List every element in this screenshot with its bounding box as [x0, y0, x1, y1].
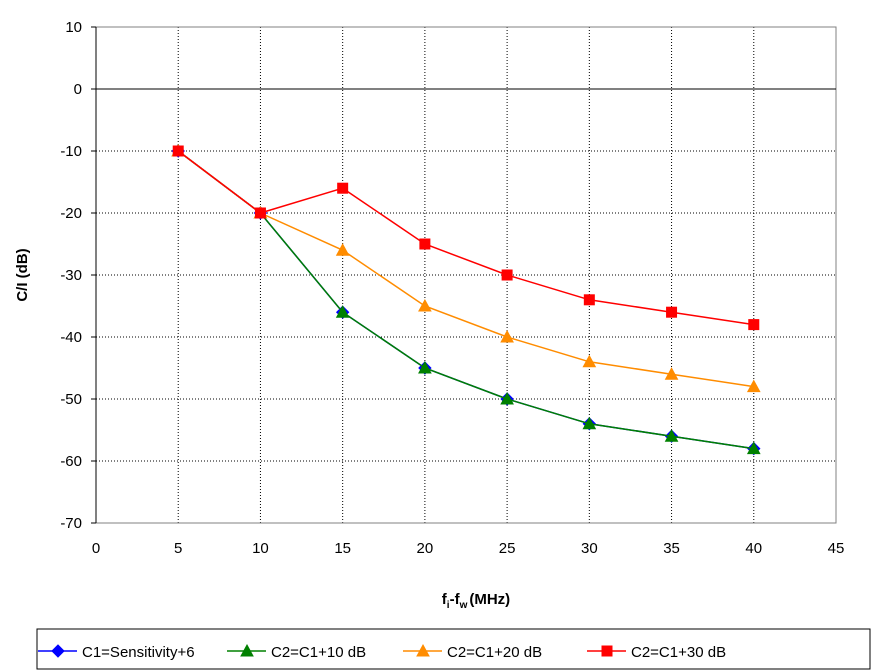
x-tick-label: 15 — [334, 540, 351, 557]
series-3-point — [664, 367, 679, 380]
x-tick-label: 10 — [252, 540, 269, 557]
x-tick-label: 25 — [499, 540, 516, 557]
legend-swatch-marker — [601, 645, 613, 657]
x-axis-title-base: f — [442, 591, 448, 608]
x-tick-label: 0 — [92, 540, 100, 557]
series-3-line — [177, 150, 754, 388]
y-tick-label: -50 — [60, 391, 82, 408]
y-tick-label: -60 — [60, 453, 82, 470]
series-3-point — [582, 354, 597, 368]
series-3-point — [500, 329, 514, 343]
x-tick-label: 30 — [581, 540, 598, 557]
series-2-point — [664, 429, 679, 442]
legend-swatch-marker — [51, 644, 65, 658]
legend-item-2: C2=C1+10 dB — [227, 643, 366, 661]
legend-label: C2=C1+10 dB — [271, 644, 366, 661]
series-4-point — [419, 238, 431, 250]
legend-item-3: C2=C1+20 dB — [403, 643, 542, 661]
y-tick-label: 0 — [74, 81, 82, 98]
series-4-line — [177, 150, 754, 326]
grid — [96, 27, 836, 523]
legend-item-4: C2=C1+30 dB — [587, 644, 726, 661]
series-2-point — [500, 391, 514, 405]
axes — [91, 26, 836, 524]
legend-swatch-marker — [416, 643, 430, 657]
legend-item-1: C1=Sensitivity+6 — [38, 644, 195, 661]
series-4-point — [337, 182, 349, 194]
series-1-line — [177, 150, 754, 450]
y-tick-label: -10 — [60, 143, 82, 160]
x-tick-label: 5 — [174, 540, 182, 557]
legend: C1=Sensitivity+6 C2=C1+10 dB C2=C1+20 dB C2… — [36, 628, 871, 670]
y-tick-label: 10 — [65, 19, 82, 36]
series-3-point — [418, 298, 432, 312]
legend-label: C2=C1+30 dB — [631, 644, 726, 661]
x-axis-title-sub1: i — [447, 600, 450, 611]
series-3-point — [335, 243, 350, 256]
series-2-point — [746, 441, 761, 455]
x-tick-label: 40 — [745, 540, 762, 557]
y-tick-label: -70 — [60, 515, 82, 532]
series-4-point — [172, 145, 184, 157]
x-tick-label: 20 — [417, 540, 434, 557]
series-4-point — [748, 319, 760, 331]
tick-labels: 0 5 10 15 20 25 30 35 40 45 10 0 -10 -20 -30 -40 -50 -60 -… — [60, 19, 844, 557]
x-axis-title-sub2: w — [459, 600, 468, 611]
x-axis-title-mid: -f — [450, 591, 461, 608]
series-2-point — [582, 416, 597, 430]
series-4-point — [254, 207, 266, 219]
x-axis-title-unit: (MHz) — [469, 591, 510, 608]
x-tick-label: 45 — [828, 540, 845, 557]
series-4-point — [501, 269, 513, 281]
series-2-point — [335, 305, 350, 318]
series-4-point — [583, 294, 595, 306]
legend-label: C2=C1+20 dB — [447, 644, 542, 661]
y-tick-label: -20 — [60, 205, 82, 222]
y-tick-label: -30 — [60, 267, 82, 284]
series-2 — [171, 143, 761, 455]
series-4 — [172, 145, 760, 331]
series-2-point — [418, 360, 432, 374]
y-tick-label: -40 — [60, 329, 82, 346]
y-axis-title: C/I (dB) — [14, 248, 31, 301]
x-tick-label: 35 — [663, 540, 680, 557]
legend-box — [36, 628, 871, 670]
x-axis-title: fi-fw (MHz) — [442, 591, 510, 611]
legend-label: C1=Sensitivity+6 — [82, 644, 195, 661]
series-group — [171, 143, 761, 456]
series-2-line — [177, 150, 754, 450]
series-3-point — [746, 379, 761, 393]
series-4-point — [666, 306, 678, 318]
legend-swatch-marker — [240, 643, 254, 657]
